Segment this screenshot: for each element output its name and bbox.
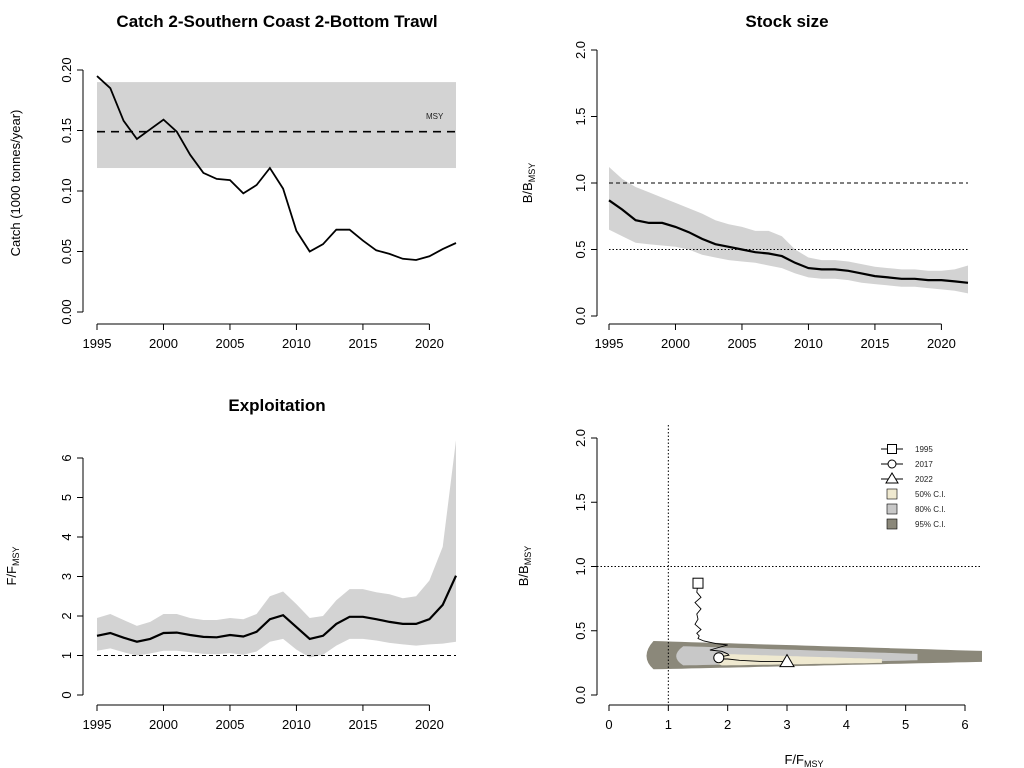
stock-size-y-tick-label: 0.0	[573, 307, 588, 325]
exploitation-x-tick-label: 2020	[415, 717, 444, 732]
phase-markers	[692, 577, 795, 668]
phase-y-tick-label: 1.0	[573, 557, 588, 575]
legend-swatch-2	[886, 503, 898, 515]
exploitation-axes: 0 1 2 3 4 5 6 1995 2000 2005 2010 2015 2020	[59, 454, 444, 732]
phase-y-tick-label: 2.0	[573, 429, 588, 447]
stock-size-title: Stock size	[745, 12, 828, 31]
legend-swatch-1	[886, 488, 898, 500]
stock-size-x-tick-label: 2005	[728, 336, 757, 351]
catch-x-tick-label: 2000	[149, 336, 178, 351]
legend-label-ci-2: 80% C.I.	[915, 505, 946, 514]
exploitation-y-label: F/FMSY	[4, 546, 21, 585]
marker-2022	[779, 653, 795, 668]
phase-x-tick-label: 2	[724, 717, 731, 732]
catch-y-tick-label: 0.15	[59, 118, 74, 143]
exploitation-x-tick-label: 2000	[149, 717, 178, 732]
stock-size-x-tick-label: 1995	[595, 336, 624, 351]
marker-2017	[713, 652, 725, 664]
stock-size-x-tick-label: 2010	[794, 336, 823, 351]
stock-size-ci-band	[609, 167, 968, 294]
exploitation-series-line	[96, 575, 458, 643]
msy-band	[97, 82, 456, 169]
catch-x-tick-label: 1995	[83, 336, 112, 351]
phase-x-tick-label: 3	[783, 717, 790, 732]
legend-circle-icon	[887, 459, 897, 469]
stock-size-y-tick-label: 0.5	[573, 240, 588, 258]
catch-x-tick-label: 2015	[348, 336, 377, 351]
phase-axes: 0.0 0.5 1.0 1.5 2.0 0 1 2 3 4 5 6	[573, 429, 969, 732]
legend-square-icon	[887, 444, 897, 454]
phase-y-tick-label: 0.0	[573, 686, 588, 704]
phase-legend: 1995 2017 2022 50% C.I. 80% C.I. 95% C.I.	[881, 444, 946, 530]
stock-size-y-tick-label: 2.0	[573, 41, 588, 59]
exploitation-y-tick-label: 4	[59, 533, 74, 540]
phase-y-label: B/BMSY	[516, 546, 533, 586]
legend-label-2022: 2022	[915, 475, 933, 484]
stock-size-x-tick-label: 2015	[860, 336, 889, 351]
phase-y-tick-label: 1.5	[573, 493, 588, 511]
phase-x-label: F/FMSY	[784, 752, 823, 768]
stock-size-x-tick-label: 2020	[927, 336, 956, 351]
exploitation-y-tick-label: 3	[59, 573, 74, 580]
legend-label-ci-1: 50% C.I.	[915, 490, 946, 499]
catch-y-tick-label: 0.10	[59, 178, 74, 203]
catch-x-tick-label: 2020	[415, 336, 444, 351]
stock-size-x-tick-label: 2000	[661, 336, 690, 351]
exploitation-x-tick-label: 2010	[282, 717, 311, 732]
panel-exploitation: Exploitation F/FMSY 0 1 2 3 4 5 6 1995 2000 2005 2…	[4, 396, 458, 732]
exploitation-x-tick-label: 2005	[216, 717, 245, 732]
phase-x-tick-label: 4	[843, 717, 850, 732]
panel-stock-size: Stock size B/BMSY 0.0 0.5 1.0 1.5 2.0 1995 200…	[520, 12, 969, 351]
stock-size-axes: 0.0 0.5 1.0 1.5 2.0 1995 2000 2005 2010 2015 2020	[573, 41, 956, 351]
catch-axes: 0.00 0.05 0.10 0.15 0.20 1995 2000 2005 2010 2015…	[59, 57, 444, 351]
panel-catch: Catch 2-Southern Coast 2-Bottom Trawl MS…	[8, 12, 457, 351]
stock-size-y-tick-label: 1.0	[573, 174, 588, 192]
catch-y-label: Catch (1000 tonnes/year)	[8, 110, 23, 257]
ci-region-50	[714, 653, 882, 666]
catch-y-tick-label: 0.20	[59, 57, 74, 82]
stock-size-y-label: B/BMSY	[520, 163, 537, 203]
msy-label: MSY	[426, 112, 444, 121]
phase-x-tick-label: 0	[605, 717, 612, 732]
catch-y-tick-label: 0.05	[59, 239, 74, 264]
phase-y-tick-label: 0.5	[573, 622, 588, 640]
legend-triangle-icon	[885, 472, 899, 484]
catch-title: Catch 2-Southern Coast 2-Bottom Trawl	[116, 12, 437, 31]
legend-label-1995: 1995	[915, 445, 933, 454]
exploitation-x-tick-label: 2015	[348, 717, 377, 732]
exploitation-ci-band	[97, 440, 456, 658]
catch-series-line	[96, 75, 457, 261]
exploitation-y-tick-label: 2	[59, 612, 74, 619]
legend-label-2017: 2017	[915, 460, 933, 469]
exploitation-y-tick-label: 6	[59, 454, 74, 461]
exploitation-title: Exploitation	[228, 396, 325, 415]
stock-size-y-tick-label: 1.5	[573, 107, 588, 125]
catch-x-tick-label: 2005	[216, 336, 245, 351]
catch-y-tick-label: 0.00	[59, 299, 74, 324]
phase-x-tick-label: 6	[961, 717, 968, 732]
legend-label-ci-3: 95% C.I.	[915, 520, 946, 529]
exploitation-y-tick-label: 1	[59, 652, 74, 659]
marker-1995	[692, 577, 704, 589]
exploitation-x-tick-label: 1995	[83, 717, 112, 732]
exploitation-y-tick-label: 5	[59, 494, 74, 501]
exploitation-y-tick-label: 0	[59, 691, 74, 698]
panel-phase: B/BMSY F/FMSY 0.0 0.5 1.0 1.5 2.0 0 1 2 3 4 5 6 199…	[516, 425, 982, 768]
phase-x-tick-label: 5	[902, 717, 909, 732]
stock-size-series-line	[608, 199, 969, 284]
catch-x-tick-label: 2010	[282, 336, 311, 351]
legend-swatch-3	[886, 518, 898, 530]
phase-x-tick-label: 1	[665, 717, 672, 732]
